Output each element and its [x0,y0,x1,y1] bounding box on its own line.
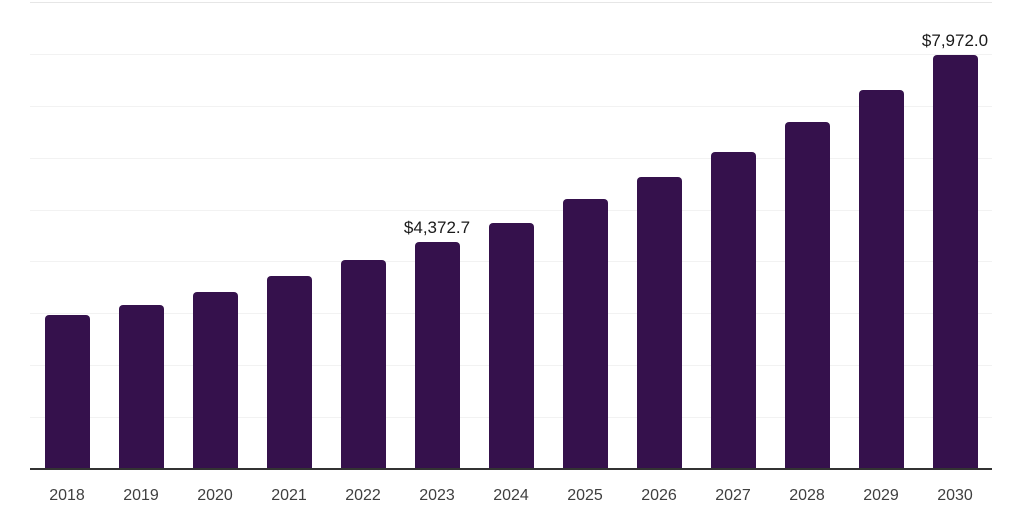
x-tick-label-2028: 2028 [789,487,825,504]
x-tick-label-2024: 2024 [493,487,529,504]
bar-2026 [636,176,682,469]
gridline [30,157,992,159]
gridline [30,209,992,211]
x-tick-label-2020: 2020 [197,487,233,504]
bar-2027 [710,151,756,469]
gridline [30,53,992,55]
bar-2024 [488,223,534,469]
bar-2019 [118,305,164,469]
x-tick-label-2023: 2023 [419,487,455,504]
x-tick-label-2019: 2019 [123,487,159,504]
x-tick-label-2027: 2027 [715,487,751,504]
x-tick-label-2025: 2025 [567,487,603,504]
x-tick-label-2021: 2021 [271,487,307,504]
bar-2030 [932,55,978,469]
bar-2028 [784,121,830,469]
gridline [30,2,992,3]
x-tick-label-2018: 2018 [49,487,85,504]
bar-2022 [340,259,386,469]
bar-2021 [266,276,312,469]
x-tick-label-2030: 2030 [937,487,973,504]
bar-2025 [562,199,608,469]
bar-2018 [44,315,90,469]
data-label-2030: $7,972.0 [921,31,989,51]
bar-2020 [192,292,238,469]
bar-2023 [414,242,460,469]
x-axis-line [30,468,992,470]
x-tick-label-2022: 2022 [345,487,381,504]
data-label-2023: $4,372.7 [403,218,471,238]
x-tick-label-2026: 2026 [641,487,677,504]
gridline [30,105,992,107]
x-tick-label-2029: 2029 [863,487,899,504]
bar-2029 [858,90,904,469]
